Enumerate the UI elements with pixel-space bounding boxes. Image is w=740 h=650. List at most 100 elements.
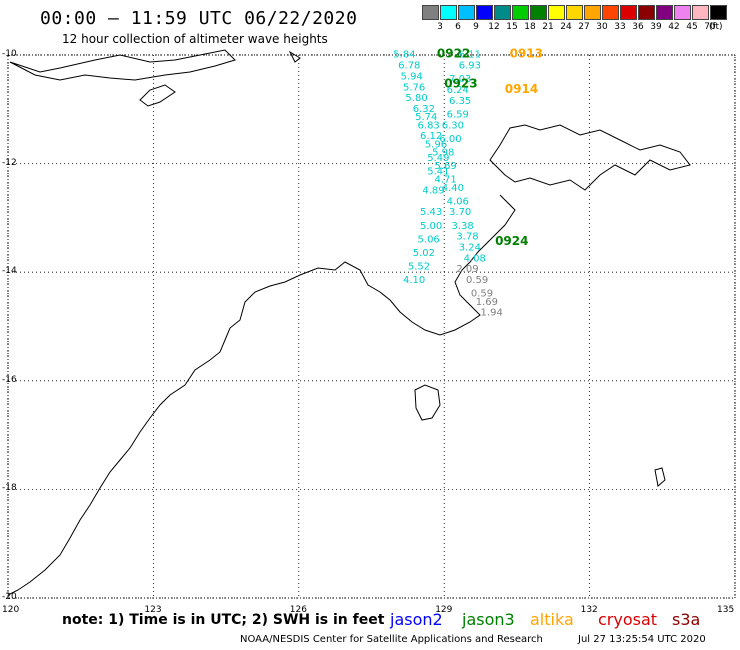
wave-height-label: 5.76 xyxy=(403,82,425,93)
lat-tick-label: -12 xyxy=(2,157,17,168)
page-title: 00:00 – 11:59 UTC 06/22/2020 xyxy=(40,8,358,29)
color-scale-unit: (ft) xyxy=(709,22,723,32)
coastline-island-small xyxy=(139,84,176,107)
color-scale-label: 3 xyxy=(437,22,443,32)
color-scale-label: 70 xyxy=(704,22,716,32)
color-swatch xyxy=(458,5,475,20)
timestamp: Jul 27 13:25:54 UTC 2020 xyxy=(578,634,706,645)
lon-tick-label: 120 xyxy=(2,605,20,615)
coastline-island-east xyxy=(654,467,666,487)
mission-jason2: jason2 xyxy=(390,610,443,629)
wave-height-label: 3.78 xyxy=(456,232,478,243)
coastline xyxy=(7,49,691,596)
color-swatch xyxy=(512,5,529,20)
wave-height-label: 6.78 xyxy=(398,61,420,72)
wave-height-label: 5.84 xyxy=(393,50,415,61)
wave-height-label: 4.40 xyxy=(442,183,464,194)
color-scale-label: 39 xyxy=(650,22,662,32)
color-scale-label: 9 xyxy=(473,22,479,32)
wave-height-label: 1.94 xyxy=(481,308,503,319)
footer-note: note: 1) Time is in UTC; 2) SWH is in fe… xyxy=(62,612,385,628)
track-time-label: 0924 xyxy=(495,234,528,248)
wave-height-label: 3.70 xyxy=(449,207,471,218)
mission-s3a: s3a xyxy=(672,610,701,629)
wave-height-label: 5.80 xyxy=(405,93,427,104)
wave-height-label: 5.94 xyxy=(401,71,423,82)
color-scale-label: 21 xyxy=(542,22,554,32)
coastline-northern-territory xyxy=(7,194,516,596)
wave-height-label: 3.38 xyxy=(451,221,473,232)
wave-height-label: 5.41 xyxy=(427,166,449,177)
wave-height-label: 2.09 xyxy=(456,264,478,275)
wave-height-label: 6.24 xyxy=(447,85,469,96)
color-scale-label: 45 xyxy=(686,22,698,32)
color-swatch xyxy=(584,5,601,20)
lon-tick-label: 126 xyxy=(289,605,307,615)
wave-height-label: 4.08 xyxy=(464,253,486,264)
credit-text: NOAA/NESDIS Center for Satellite Applica… xyxy=(240,634,543,645)
wave-height-label: 0.59 xyxy=(471,289,493,300)
coastline-wetar xyxy=(288,50,301,63)
wave-height-label: 6.93 xyxy=(459,61,481,72)
color-scale-label: 15 xyxy=(506,22,518,32)
color-scale xyxy=(422,5,728,20)
color-scale-label: 6 xyxy=(455,22,461,32)
mission-jason3: jason3 xyxy=(462,610,515,629)
color-swatch xyxy=(548,5,565,20)
color-swatch xyxy=(566,5,583,20)
mission-cryosat: cryosat xyxy=(598,610,658,629)
color-swatch xyxy=(440,5,457,20)
graticule xyxy=(7,54,736,599)
wave-height-label: 5.02 xyxy=(413,248,435,259)
lon-tick-label: 135 xyxy=(717,605,735,615)
color-swatch xyxy=(530,5,547,20)
color-swatch xyxy=(422,5,439,20)
color-scale-label: 18 xyxy=(524,22,536,32)
lat-tick-label: -16 xyxy=(2,374,17,385)
lat-tick-label: -10 xyxy=(2,49,17,59)
lon-tick-label: 132 xyxy=(580,605,598,615)
page-subtitle: 12 hour collection of altimeter wave hei… xyxy=(62,32,328,46)
lat-tick-label: -14 xyxy=(2,266,17,277)
lon-tick-label: 123 xyxy=(144,605,162,615)
color-swatch xyxy=(710,5,727,20)
wave-height-label: 6.12 xyxy=(420,131,442,142)
wave-height-label: 4.06 xyxy=(447,196,469,207)
wave-height-label: 5.74 xyxy=(415,112,437,123)
wave-height-label: 5.98 xyxy=(432,147,454,158)
wave-height-label: 5.96 xyxy=(425,139,447,150)
color-swatch xyxy=(476,5,493,20)
wave-height-label: 6.11 xyxy=(459,50,481,61)
color-scale-label: 36 xyxy=(632,22,644,32)
wave-height-label: 6.59 xyxy=(447,109,469,120)
track-time-label: 0914 xyxy=(505,82,538,96)
track-time-label: 0922 xyxy=(437,47,470,61)
color-swatch xyxy=(602,5,619,20)
wave-height-label: 5.43 xyxy=(420,207,442,218)
wave-height-label: 6.00 xyxy=(439,134,461,145)
wave-height-label: 5.49 xyxy=(427,153,449,164)
wave-height-label: 6.83 xyxy=(418,120,440,131)
color-scale-label: 12 xyxy=(488,22,500,32)
wave-height-label: 1.69 xyxy=(476,297,498,308)
wave-height-label: 6.35 xyxy=(449,96,471,107)
map-border xyxy=(7,54,736,599)
color-swatch xyxy=(656,5,673,20)
lon-tick-label: 129 xyxy=(435,605,453,615)
wave-height-label: 4.89 xyxy=(422,185,444,196)
color-scale-label: 30 xyxy=(596,22,608,32)
wave-height-label: 6.32 xyxy=(413,104,435,115)
wave-height-label: 5.06 xyxy=(418,234,440,245)
wave-height-label: 7.03 xyxy=(449,74,471,85)
color-swatch xyxy=(638,5,655,20)
color-scale-label: 42 xyxy=(668,22,680,32)
color-scale-label: 24 xyxy=(560,22,572,32)
wave-height-label: 5.69 xyxy=(435,161,457,172)
wave-height-label: 5.52 xyxy=(408,261,430,272)
color-scale-label: 33 xyxy=(614,22,626,32)
color-scale-label: 27 xyxy=(578,22,590,32)
mission-altika: altika xyxy=(530,610,574,629)
track-time-labels: 0922 0923 0924 0913 0914 xyxy=(437,47,543,248)
coastline-tiwi xyxy=(489,124,691,191)
wave-height-label: 0.59 xyxy=(466,275,488,286)
